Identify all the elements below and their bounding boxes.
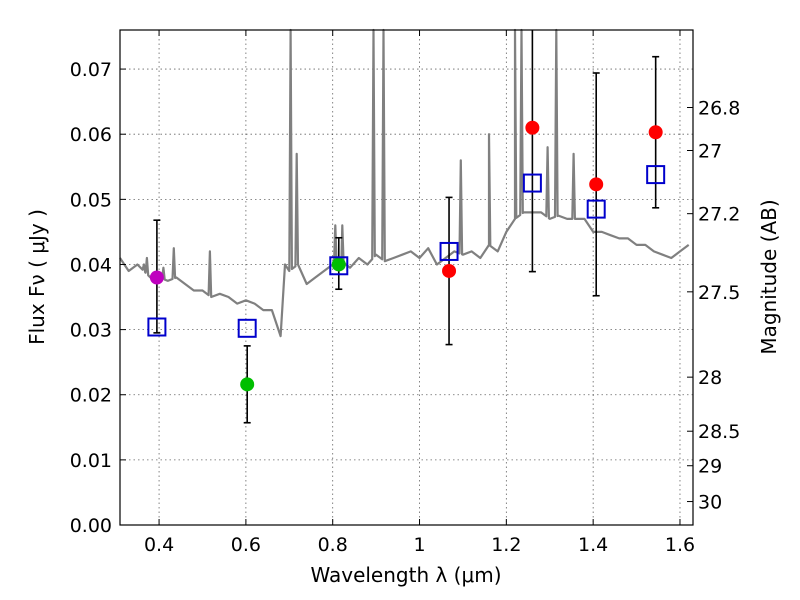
model-square-marker: [522, 173, 542, 193]
y-tick-label: 0.03: [70, 320, 112, 342]
observed-flux-point: [589, 177, 604, 192]
x-tick-label: 1: [413, 534, 425, 556]
y-axis-label: Flux Fν ( μJy ): [25, 209, 49, 345]
x-tick-label: 0.8: [318, 534, 348, 556]
y-tick-label: 0.02: [70, 385, 112, 407]
right-axis-label: Magnitude (AB): [757, 199, 781, 354]
plot-frame: [119, 29, 694, 526]
observed-flux-point: [648, 125, 663, 140]
observed-flux-point: [149, 270, 164, 285]
grid-lines: [120, 30, 693, 526]
y-tick-label: 0.05: [70, 189, 112, 211]
right-tick-label: 29: [698, 456, 722, 478]
model-square-marker: [586, 199, 606, 219]
error-bars: [153, 30, 660, 424]
y-tick-label: 0.07: [70, 59, 112, 81]
model-square-marker: [439, 241, 459, 261]
right-tick-label: 28: [698, 367, 722, 389]
right-tick-label: 27.2: [698, 204, 740, 226]
observed-flux-point: [240, 377, 255, 392]
y-tick-label: 0.01: [70, 450, 112, 472]
x-axis-label: Wavelength λ (μm): [310, 563, 501, 587]
observed-flux-point: [525, 120, 540, 135]
data-markers: [147, 120, 666, 392]
observed-flux-point: [442, 263, 457, 278]
model-square-marker: [329, 256, 349, 276]
template-spectrum-line: [119, 28, 690, 338]
x-tick-label: 1.4: [578, 534, 608, 556]
right-tick-label: 28.5: [698, 421, 740, 443]
right-tick-label: 27.5: [698, 282, 740, 304]
right-tick-label: 27: [698, 140, 722, 162]
x-tick-label: 1.6: [665, 534, 695, 556]
x-tick-label: 1.2: [491, 534, 521, 556]
y-tick-label: 0.00: [70, 515, 112, 537]
y-tick-label: 0.04: [70, 254, 112, 276]
right-tick-label: 30: [698, 492, 722, 514]
x-tick-label: 0.4: [144, 534, 174, 556]
model-square-marker: [646, 165, 666, 185]
observed-flux-point: [331, 257, 346, 272]
axis-ticks: [120, 30, 693, 526]
y-tick-label: 0.06: [70, 124, 112, 146]
x-tick-label: 0.6: [231, 534, 261, 556]
right-tick-label: 26.8: [698, 98, 740, 120]
model-square-marker: [237, 318, 257, 338]
model-square-marker: [147, 317, 167, 337]
template-spectrum: [119, 28, 690, 338]
tick-labels: 0.4 0.6 0.8 1 1.2 1.4 1.6 0.00 0.01 0.02 0.03 0.04 0…: [70, 59, 741, 556]
